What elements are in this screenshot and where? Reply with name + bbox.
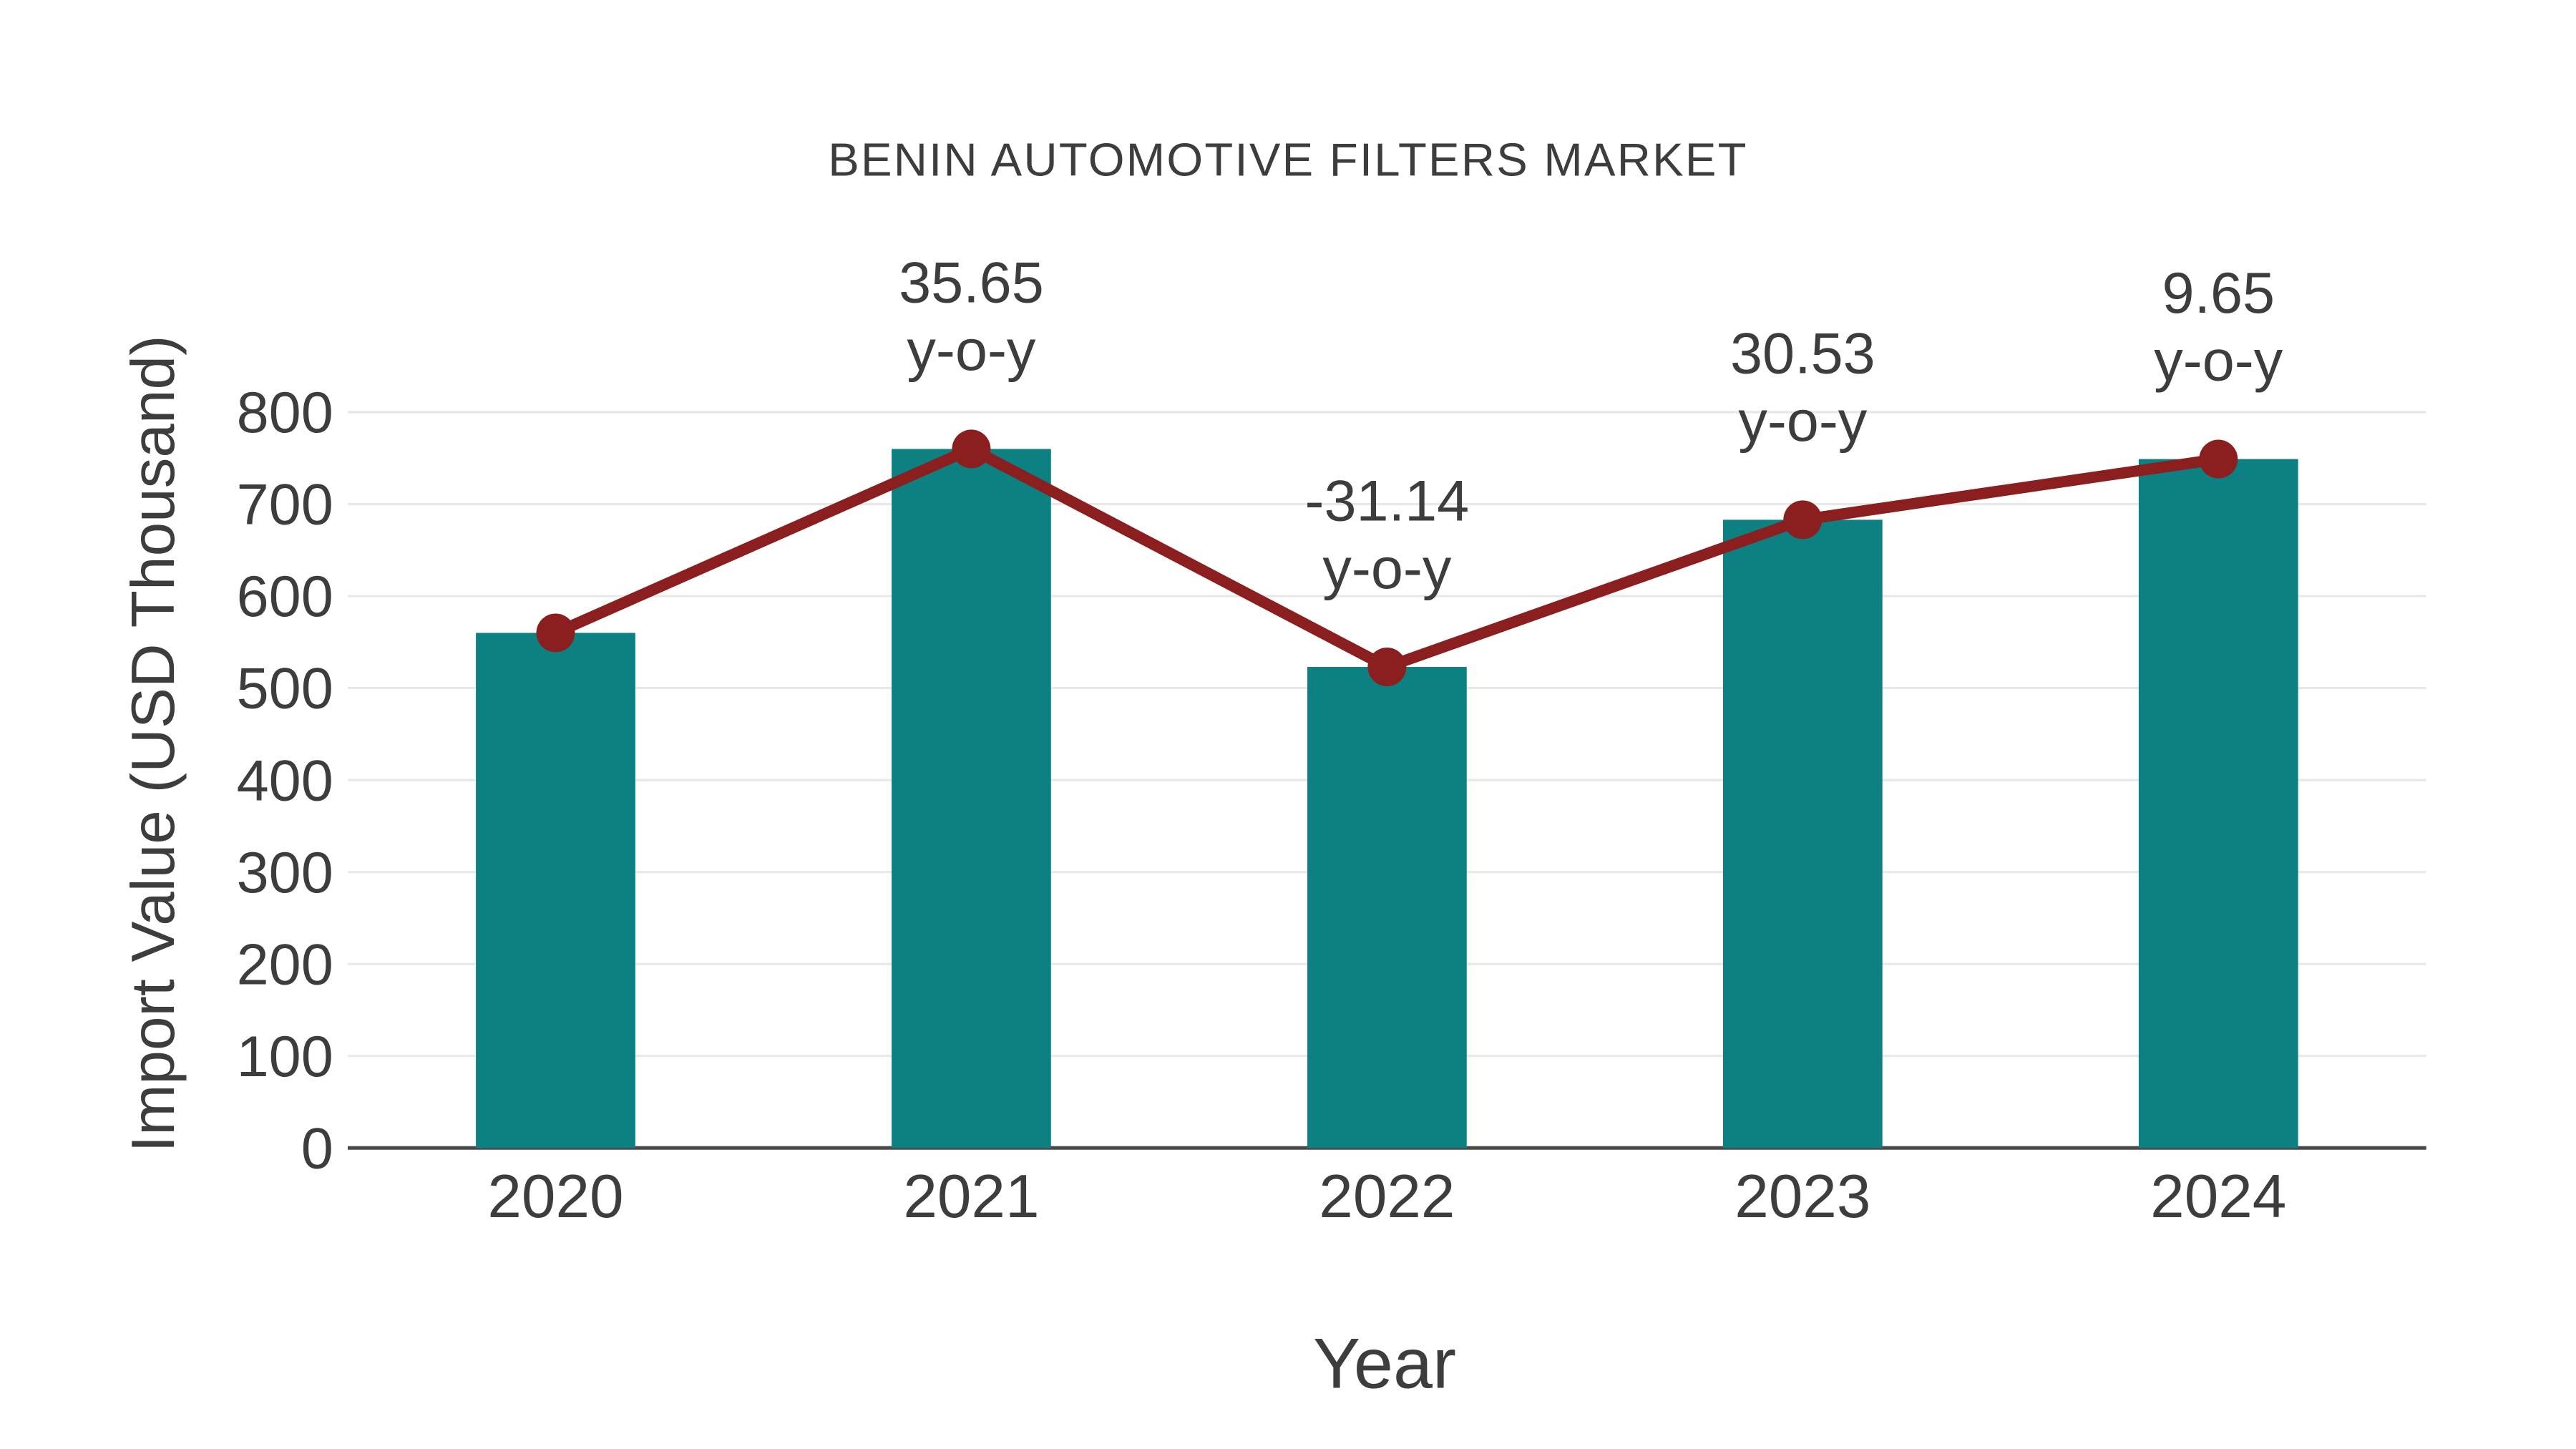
data-point-marker xyxy=(536,613,575,653)
annotation-suffix: y-o-y xyxy=(1322,537,1451,601)
annotation-suffix: y-o-y xyxy=(2154,328,2283,393)
bar-series-layer xyxy=(476,449,2298,1148)
chart-title: BENIN AUTOMOTIVE FILTERS MARKET xyxy=(828,133,1748,185)
data-point-marker xyxy=(1783,500,1823,540)
bar xyxy=(892,449,1051,1148)
x-tick-label: 2023 xyxy=(1735,1163,1870,1231)
line-series-layer xyxy=(536,429,2238,687)
y-tick-label: 800 xyxy=(237,381,333,445)
data-point-marker xyxy=(952,429,991,469)
y-tick-label: 700 xyxy=(237,473,333,537)
y-tick-label: 300 xyxy=(237,841,333,905)
y-axis-title: Import Value (USD Thousand) xyxy=(119,335,187,1152)
y-tick-label: 400 xyxy=(237,748,333,813)
x-tick-label: 2020 xyxy=(487,1163,623,1231)
x-tick-label: 2021 xyxy=(903,1163,1039,1231)
annotation-value: -31.14 xyxy=(1305,469,1470,533)
bar xyxy=(2138,459,2298,1148)
y-tick-label: 100 xyxy=(237,1025,333,1089)
annotation-value: 9.65 xyxy=(2162,261,2275,326)
data-point-marker xyxy=(1367,648,1407,687)
bar xyxy=(1722,519,1883,1148)
x-tick-label: 2024 xyxy=(2150,1163,2286,1231)
x-axis-title: Year xyxy=(1313,1324,1456,1403)
annotation-value: 30.53 xyxy=(1730,322,1875,386)
tick-labels-layer: 0 100 200 300 400 500 600 700 800 2020 2021 2022 202… xyxy=(237,381,2287,1231)
y-tick-label: 600 xyxy=(237,565,333,629)
annotation-suffix: y-o-y xyxy=(907,318,1035,383)
x-tick-label: 2022 xyxy=(1319,1163,1455,1231)
y-tick-label: 0 xyxy=(301,1116,333,1181)
y-tick-label: 200 xyxy=(237,932,333,997)
y-tick-label: 500 xyxy=(237,657,333,721)
annotation-suffix: y-o-y xyxy=(1738,389,1867,454)
annotation-value: 35.65 xyxy=(899,251,1044,316)
annotations-layer: 35.65y-o-y-31.14y-o-y30.53y-o-y9.65y-o-y xyxy=(899,251,2283,601)
bar xyxy=(1307,667,1467,1148)
bar xyxy=(476,633,635,1148)
data-point-marker xyxy=(2199,439,2238,479)
